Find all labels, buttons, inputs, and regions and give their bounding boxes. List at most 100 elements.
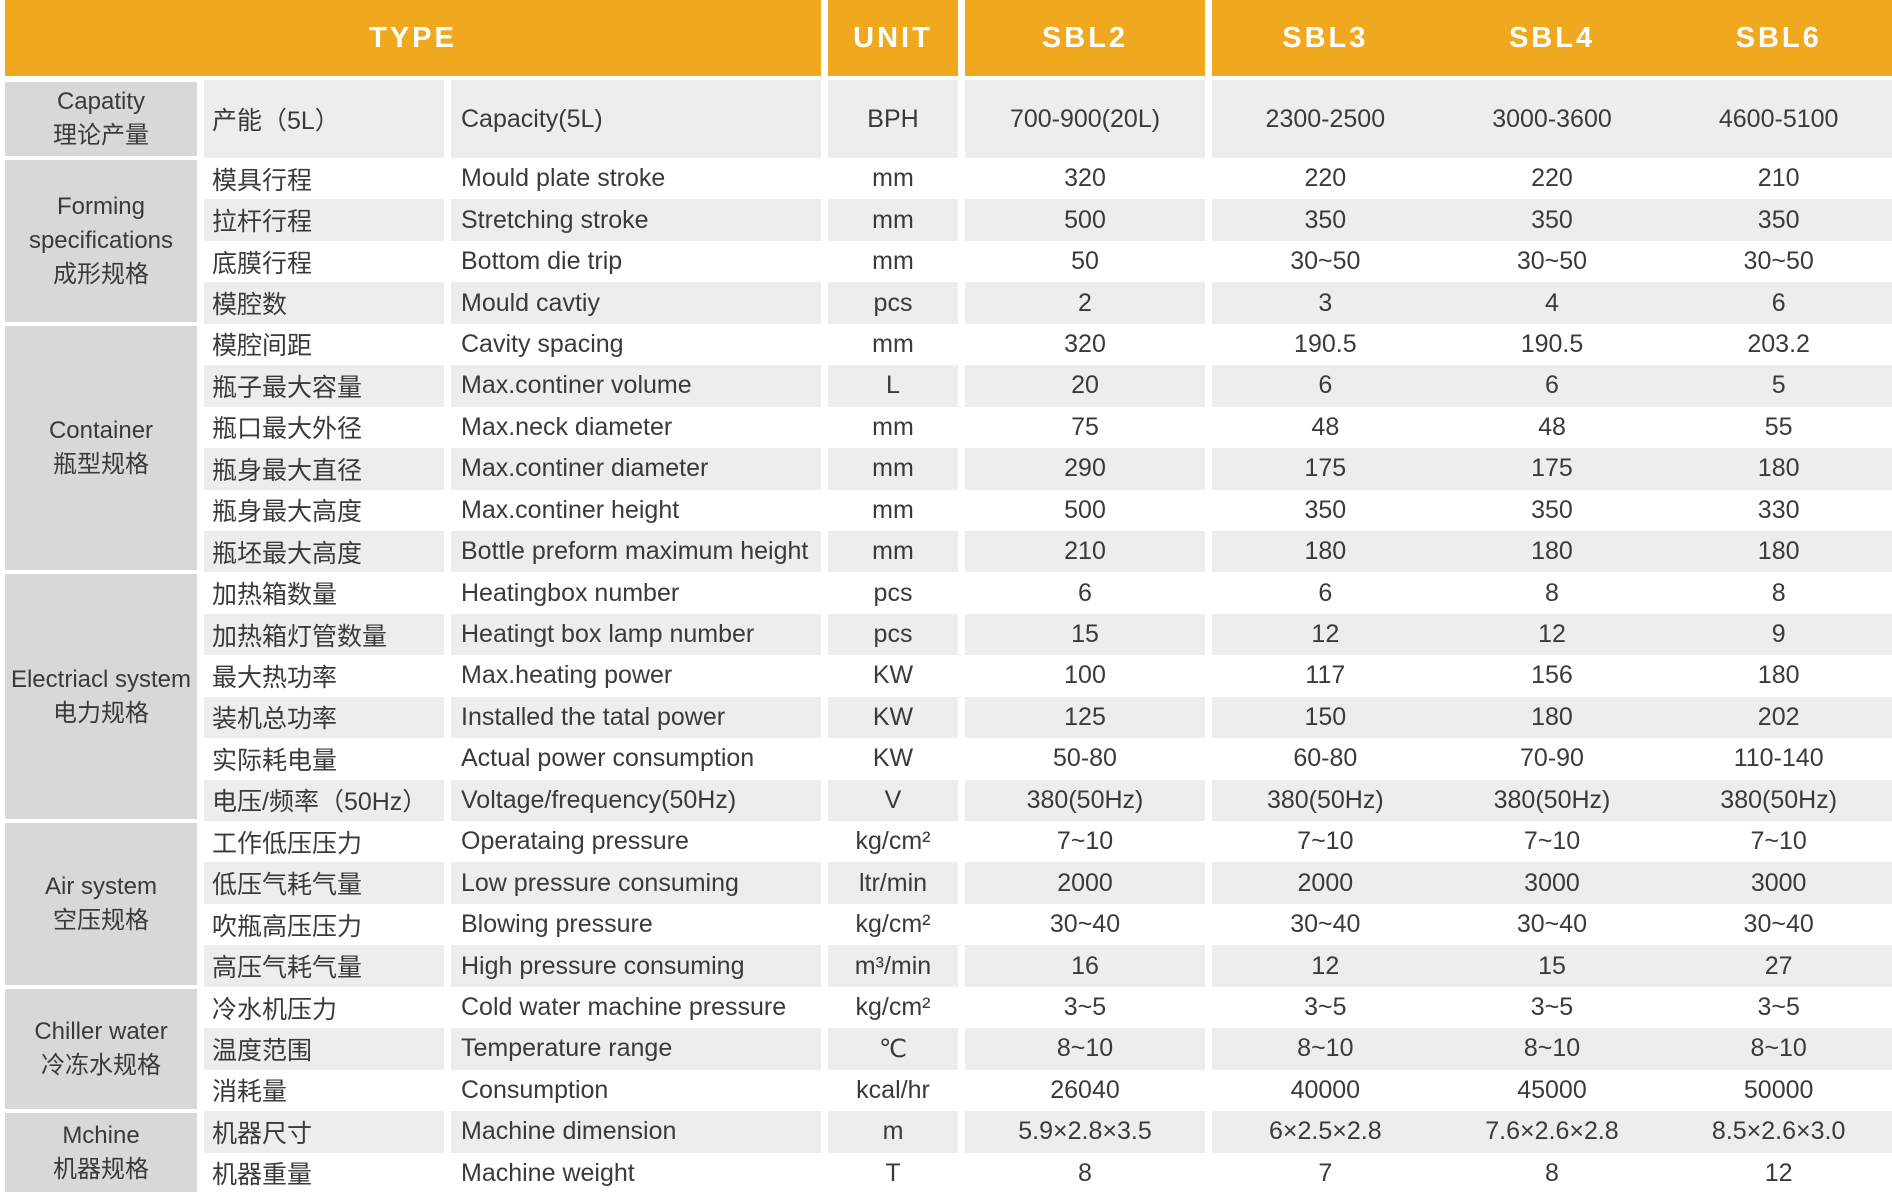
row-value: 50000 bbox=[1743, 1075, 1814, 1104]
row-value: 350 bbox=[1531, 495, 1573, 524]
row-unit: BPH bbox=[828, 80, 958, 158]
header-model-sbl2: SBL2 bbox=[965, 0, 1205, 76]
row-label-en: Heatingbox number bbox=[461, 578, 680, 607]
group-label-cn: 冷冻水规格 bbox=[41, 1051, 161, 1079]
row-value: 12 bbox=[1764, 1158, 1793, 1187]
row-value: 30~40 bbox=[1743, 910, 1814, 939]
row-value: 2 bbox=[965, 282, 1205, 324]
row-unit: mm bbox=[828, 530, 958, 573]
row-value: 500 bbox=[965, 199, 1205, 241]
row-label-cn: 瓶坯最大高度 bbox=[204, 530, 444, 573]
row-label-cn: 温度范围 bbox=[204, 1028, 444, 1070]
row-value: 75 bbox=[1071, 412, 1099, 441]
group-label-en: Mchine bbox=[62, 1121, 140, 1149]
row-value: 2000 bbox=[965, 862, 1205, 904]
row-value: 8~10 bbox=[1665, 1028, 1892, 1070]
row-label-en: Max.continer height bbox=[461, 495, 680, 524]
row-label-en: Temperature range bbox=[451, 1028, 821, 1070]
row-value: 55 bbox=[1764, 412, 1793, 441]
group-label: Chiller water 冷冻水规格 bbox=[5, 988, 197, 1110]
group-label: Capatity 理论产量 bbox=[5, 82, 197, 156]
row-value: 500 bbox=[1064, 495, 1106, 524]
row-label-en: Max.heating power bbox=[461, 661, 673, 690]
row-value: 190.5 bbox=[1520, 329, 1584, 358]
row-value: 6 bbox=[1078, 578, 1092, 607]
row-label-cn: 消耗量 bbox=[212, 1078, 288, 1107]
row-label-cn: 机器重量 bbox=[212, 1161, 313, 1190]
row-value: 4 bbox=[1438, 282, 1666, 324]
row-label-en: Bottom die trip bbox=[461, 247, 623, 276]
row-unit: mm bbox=[872, 495, 914, 524]
row-value: 125 bbox=[965, 696, 1205, 739]
row-label-cn: 模腔数 bbox=[204, 282, 444, 324]
row-label-en: Actual power consumption bbox=[461, 744, 755, 773]
header-type: TYPE bbox=[5, 0, 821, 76]
row-label-cn: 低压气耗气量 bbox=[204, 862, 444, 904]
row-label-cn: 瓶身最大高度 bbox=[212, 498, 363, 527]
group-label-en: Air system bbox=[44, 872, 157, 900]
group-label: Mchine 机器规格 bbox=[5, 1113, 197, 1192]
row-value: 180 bbox=[1212, 530, 1439, 573]
row-value: 9 bbox=[1665, 613, 1892, 656]
row-value: 8 bbox=[1078, 1158, 1092, 1187]
row-value: 380(50Hz) bbox=[1665, 779, 1892, 822]
group-label-en: Chiller water bbox=[34, 1017, 168, 1045]
row-value: 26040 bbox=[1050, 1075, 1120, 1104]
row-value: 117 bbox=[1305, 661, 1346, 690]
group-label-cn: 电力规格 bbox=[53, 699, 149, 727]
row-value: 180 bbox=[1757, 661, 1800, 690]
row-value: 30~40 bbox=[1516, 910, 1588, 939]
group-label-en: Container bbox=[48, 417, 154, 445]
row-unit: pcs bbox=[873, 578, 913, 607]
row-label-en: Max.continer volume bbox=[451, 365, 821, 407]
row-value: 380(50Hz) bbox=[1212, 779, 1439, 822]
row-value: 30~40 bbox=[1049, 910, 1121, 939]
row-value: 203.2 bbox=[1747, 329, 1810, 358]
row-value: 48 bbox=[1311, 412, 1340, 441]
header-model-sbl6: SBL6 bbox=[1735, 21, 1822, 54]
row-unit: KW bbox=[872, 661, 914, 690]
row-value: 7.6×2.6×2.8 bbox=[1438, 1111, 1666, 1153]
row-value: 5.9×2.8×3.5 bbox=[965, 1111, 1205, 1153]
row-value: 175 bbox=[1438, 448, 1666, 490]
row-label-en: Heatingt box lamp number bbox=[451, 613, 821, 656]
row-value: 6 bbox=[1438, 365, 1666, 407]
row-value: 15 bbox=[965, 613, 1205, 656]
group-label-cn: 空压规格 bbox=[53, 906, 149, 934]
header-model-sbl3: SBL3 bbox=[1282, 21, 1369, 54]
row-label-en: Operataing pressure bbox=[461, 827, 689, 856]
row-value: 8 bbox=[1545, 1158, 1559, 1187]
row-unit: mm bbox=[872, 247, 914, 276]
row-value: 8.5×2.6×3.0 bbox=[1665, 1111, 1892, 1153]
row-label-en: Voltage/frequency(50Hz) bbox=[451, 779, 821, 822]
row-value: 3 bbox=[1212, 282, 1439, 324]
row-value: 190.5 bbox=[1294, 329, 1357, 358]
row-value: 3000 bbox=[1438, 862, 1666, 904]
group-label: Container 瓶型规格 bbox=[5, 325, 197, 571]
row-value: 30~50 bbox=[1743, 247, 1814, 276]
row-unit: mm bbox=[872, 329, 914, 358]
row-label-cn: 瓶子最大容量 bbox=[204, 365, 444, 407]
row-value: 350 bbox=[1665, 199, 1892, 241]
row-label-en: Low pressure consuming bbox=[451, 862, 821, 904]
row-label-en: Machine weight bbox=[461, 1158, 635, 1187]
row-value: 12 bbox=[1212, 945, 1439, 987]
row-unit: ltr/min bbox=[828, 862, 958, 904]
row-label-en: Capacity(5L) bbox=[451, 80, 821, 158]
row-label-cn: 拉杆行程 bbox=[204, 199, 444, 241]
row-value: 2300-2500 bbox=[1212, 80, 1439, 158]
row-value: 48 bbox=[1538, 412, 1566, 441]
row-value: 3~5 bbox=[1530, 993, 1574, 1022]
row-label-cn: 模具行程 bbox=[212, 166, 313, 195]
row-value: 60-80 bbox=[1293, 744, 1358, 773]
row-value: 3~5 bbox=[1063, 993, 1107, 1022]
row-label-cn: 模腔间距 bbox=[212, 332, 313, 361]
row-value: 8 bbox=[1545, 578, 1559, 607]
row-value: 180 bbox=[1665, 448, 1892, 490]
row-value: 330 bbox=[1757, 495, 1800, 524]
row-label-cn: 加热箱灯管数量 bbox=[204, 613, 444, 656]
header-models-block: SBL3 SBL4 SBL6 bbox=[1212, 0, 1892, 76]
row-unit: T bbox=[885, 1158, 901, 1187]
row-value: 50 bbox=[1071, 247, 1099, 276]
row-value: 30~40 bbox=[1290, 910, 1361, 939]
